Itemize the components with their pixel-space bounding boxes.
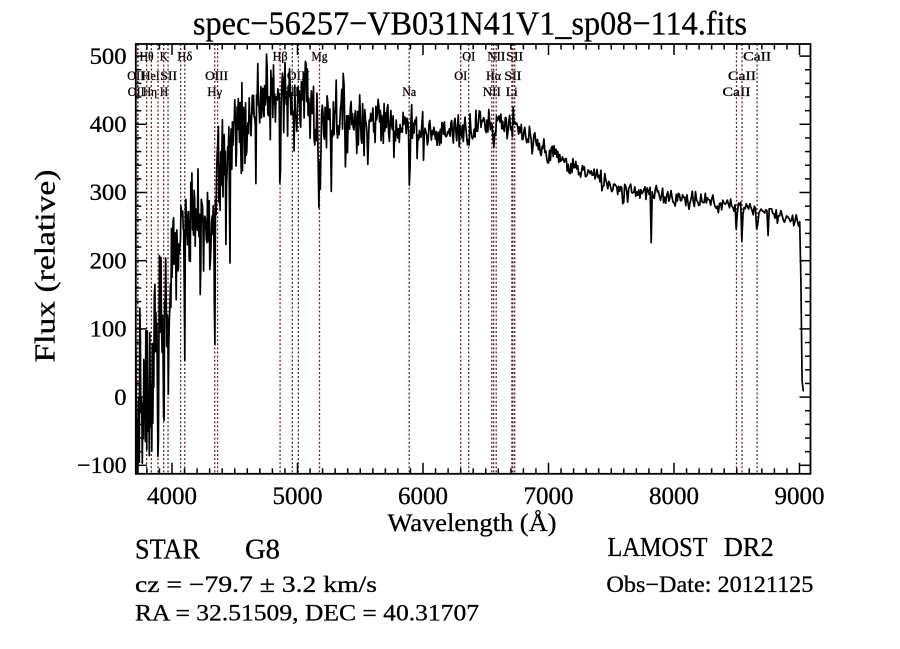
svg-text:9000: 9000	[775, 483, 825, 510]
svg-text:Wavelength (Å): Wavelength (Å)	[388, 510, 557, 537]
svg-text:cz = −79.7 ± 3.2 km/s: cz = −79.7 ± 3.2 km/s	[135, 572, 377, 597]
svg-text:0: 0	[114, 385, 126, 411]
svg-text:5000: 5000	[273, 483, 323, 510]
svg-text:SII: SII	[160, 68, 177, 83]
svg-text:−100: −100	[77, 453, 126, 479]
svg-text:OIII: OIII	[205, 68, 228, 83]
svg-text:300: 300	[90, 180, 127, 206]
svg-text:Flux (relative): Flux (relative)	[31, 170, 62, 363]
svg-text:4000: 4000	[147, 483, 197, 510]
svg-text:Hα: Hα	[486, 68, 501, 83]
svg-text:Hβ: Hβ	[273, 49, 288, 64]
svg-text:400: 400	[90, 112, 127, 138]
svg-text:CaII: CaII	[743, 49, 771, 64]
svg-text:Obs−Date: 20121125: Obs−Date: 20121125	[606, 572, 813, 597]
svg-text:7000: 7000	[524, 483, 574, 510]
svg-text:K: K	[160, 49, 169, 64]
svg-text:500: 500	[90, 44, 127, 70]
svg-text:DR2: DR2	[724, 531, 774, 562]
svg-text:spec−56257−VB031N41V1_sp08−114: spec−56257−VB031N41V1_sp08−114.fits	[193, 5, 747, 42]
svg-text:LAMOST: LAMOST	[608, 531, 708, 562]
svg-text:OI: OI	[454, 68, 467, 83]
svg-text:Mg: Mg	[312, 49, 328, 64]
svg-text:OI: OI	[462, 49, 475, 64]
svg-text:Li: Li	[506, 84, 518, 99]
svg-text:8000: 8000	[649, 483, 699, 510]
svg-text:100: 100	[90, 317, 127, 343]
svg-text:RA = 32.51509, DEC = 40.3170: RA = 32.51509, DEC = 40.31707	[135, 601, 479, 626]
svg-text:SII: SII	[506, 49, 523, 64]
svg-text:HeI: HeI	[142, 68, 160, 83]
svg-text:Hδ: Hδ	[177, 49, 192, 64]
svg-text:CaII: CaII	[723, 84, 751, 99]
svg-text:STAR: STAR	[135, 535, 200, 566]
svg-text:CaII: CaII	[728, 68, 756, 83]
svg-text:Hγ: Hγ	[207, 84, 222, 99]
svg-text:6000: 6000	[398, 483, 448, 510]
svg-text:SII: SII	[504, 68, 521, 83]
svg-text:Na: Na	[402, 84, 416, 99]
svg-text:H: H	[160, 84, 168, 99]
svg-text:G8: G8	[245, 535, 280, 566]
svg-text:NII: NII	[483, 84, 501, 99]
svg-text:200: 200	[90, 248, 127, 274]
svg-text:Hη: Hη	[143, 84, 157, 99]
